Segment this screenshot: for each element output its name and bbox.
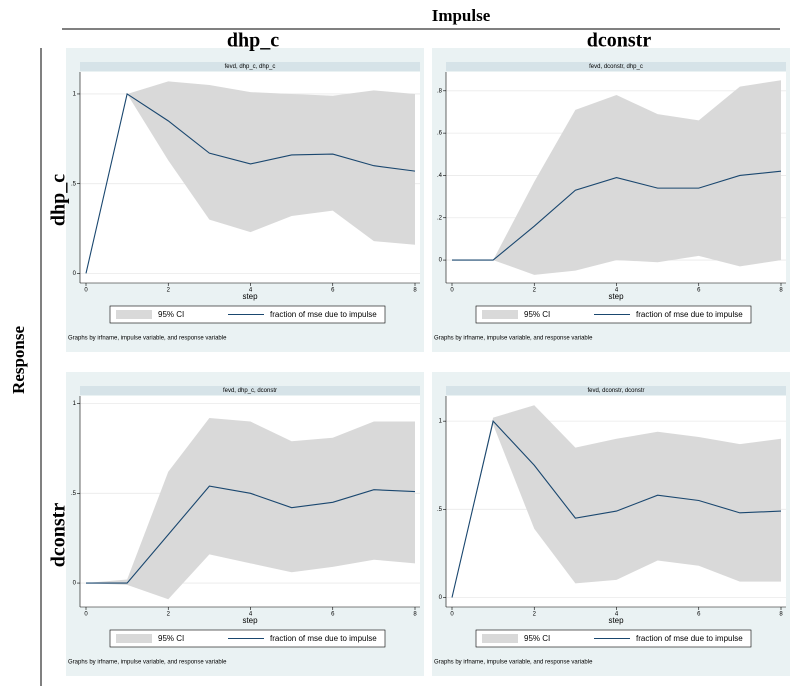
panel-note: Graphs by irfname, impulse variable, and… [68,660,227,666]
legend-swatch-band [116,634,152,643]
x-axis-label: step [608,616,624,625]
y-tick-label: .2 [437,215,443,221]
row-label: dconstr [48,503,70,568]
y-tick-label: 1 [73,92,77,98]
x-tick-label: 0 [84,288,88,294]
series-line [451,420,782,598]
y-tick-label: 1 [439,419,443,425]
x-tick-label: 8 [413,288,417,294]
impulse-title: Impulse [432,6,491,25]
panel-title-strip [446,386,786,395]
panels: fevd, dhp_c, dhp_c 0 .5 1 0 2 4 6 8 step 95% CI fra… [66,48,790,676]
ci-band [452,405,781,598]
x-tick-label: 0 [84,612,88,618]
column-label: dconstr [587,30,652,52]
y-tick-label: .6 [437,131,443,137]
x-tick-label: 0 [450,612,454,618]
legend-label: 95% CI [158,634,184,643]
x-axis-label: step [608,292,624,301]
legend-label: fraction of mse due to impulse [270,310,377,319]
x-tick-label: 8 [779,288,783,294]
panel-title: fevd, dconstr, dhp_c [589,64,643,70]
x-tick-label: 2 [167,612,171,618]
legend-label: 95% CI [158,310,184,319]
ci-band [86,81,415,274]
y-tick-label: 0 [439,595,443,601]
y-tick-label: 0 [73,271,77,277]
x-tick-label: 6 [697,288,701,294]
legend-label: 95% CI [524,310,550,319]
series-line [452,170,782,261]
y-tick-label: .5 [71,491,77,497]
legend-label: fraction of mse due to impulse [636,634,743,643]
response-title: Response [9,326,28,394]
y-tick-label: .5 [437,507,443,513]
x-tick-label: 4 [249,612,253,618]
y-tick-label: .5 [71,181,77,187]
y-tick-label: .4 [437,173,443,179]
panel-title-strip [446,62,786,71]
panel-title-strip [80,62,420,71]
series-line [86,485,416,584]
legend-label: fraction of mse due to impulse [270,634,377,643]
y-tick-label: 1 [73,401,77,407]
x-tick-label: 4 [615,612,619,618]
row-label: dhp_c [48,174,70,226]
panel-title-strip [80,386,420,395]
panel-title: fevd, dhp_c, dhp_c [225,64,276,70]
panel-note: Graphs by irfname, impulse variable, and… [68,336,227,342]
x-tick-label: 4 [249,288,253,294]
x-tick-label: 4 [615,288,619,294]
panel-note: Graphs by irfname, impulse variable, and… [434,336,593,342]
x-tick-label: 6 [697,612,701,618]
x-tick-label: 6 [331,288,335,294]
x-tick-label: 8 [413,612,417,618]
legend-swatch-band [482,310,518,319]
x-tick-label: 2 [167,288,171,294]
ci-band [86,417,415,600]
series-line [85,93,416,274]
x-tick-label: 6 [331,612,335,618]
legend-label: fraction of mse due to impulse [636,310,743,319]
legend-swatch-band [116,310,152,319]
x-tick-label: 0 [450,288,454,294]
x-axis-label: step [242,292,258,301]
panel-title: fevd, dconstr, dconstr [587,388,644,394]
panel-title: fevd, dhp_c, dconstr [223,388,277,394]
x-tick-label: 2 [533,288,537,294]
legend-label: 95% CI [524,634,550,643]
y-tick-label: 0 [439,258,443,264]
panel-note: Graphs by irfname, impulse variable, and… [434,660,593,666]
y-tick-label: 0 [73,581,77,587]
y-tick-label: .8 [437,88,443,94]
x-tick-label: 2 [533,612,537,618]
legend-swatch-band [482,634,518,643]
x-axis-label: step [242,616,258,625]
x-tick-label: 8 [779,612,783,618]
column-label: dhp_c [227,30,279,52]
